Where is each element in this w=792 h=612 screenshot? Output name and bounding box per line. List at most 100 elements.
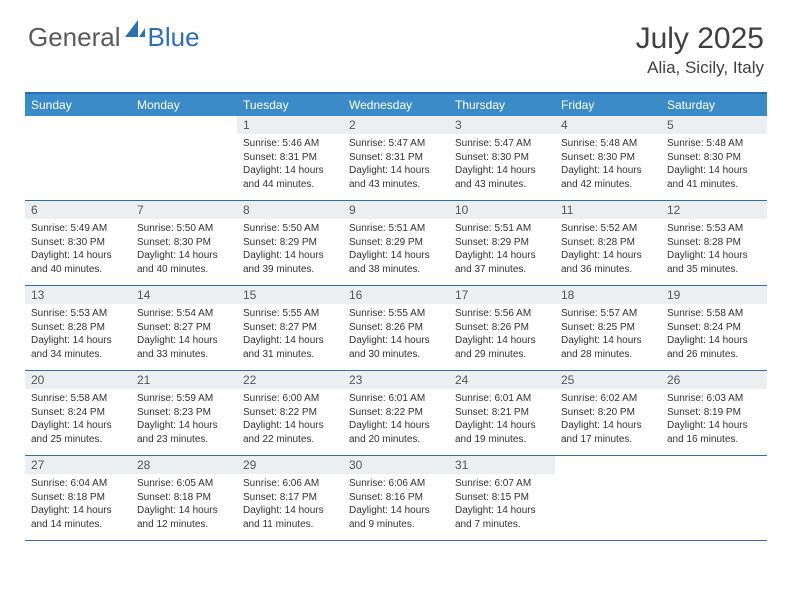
- daylight-text: Daylight: 14 hours and 30 minutes.: [349, 334, 443, 361]
- sunrise-text: Sunrise: 5:47 AM: [455, 137, 549, 151]
- sunrise-text: Sunrise: 6:05 AM: [137, 477, 231, 491]
- sunset-text: Sunset: 8:18 PM: [31, 491, 125, 505]
- day-header: Wednesday: [343, 94, 449, 116]
- sunset-text: Sunset: 8:19 PM: [667, 406, 761, 420]
- daylight-text: Daylight: 14 hours and 42 minutes.: [561, 164, 655, 191]
- sunset-text: Sunset: 8:25 PM: [561, 321, 655, 335]
- day-number: 23: [343, 371, 449, 389]
- daylight-text: Daylight: 14 hours and 7 minutes.: [455, 504, 549, 531]
- day-details: Sunrise: 5:47 AMSunset: 8:30 PMDaylight:…: [449, 134, 555, 195]
- calendar-cell: 7Sunrise: 5:50 AMSunset: 8:30 PMDaylight…: [131, 201, 237, 285]
- day-details: Sunrise: 5:50 AMSunset: 8:29 PMDaylight:…: [237, 219, 343, 280]
- sunset-text: Sunset: 8:30 PM: [455, 151, 549, 165]
- day-number: 11: [555, 201, 661, 219]
- day-header: Thursday: [449, 94, 555, 116]
- daylight-text: Daylight: 14 hours and 20 minutes.: [349, 419, 443, 446]
- day-number: [25, 116, 131, 120]
- sunrise-text: Sunrise: 5:55 AM: [243, 307, 337, 321]
- day-details: Sunrise: 6:01 AMSunset: 8:21 PMDaylight:…: [449, 389, 555, 450]
- logo-sail-icon: [125, 20, 145, 43]
- day-details: Sunrise: 5:50 AMSunset: 8:30 PMDaylight:…: [131, 219, 237, 280]
- sunset-text: Sunset: 8:27 PM: [243, 321, 337, 335]
- sunrise-text: Sunrise: 5:46 AM: [243, 137, 337, 151]
- day-details: Sunrise: 6:01 AMSunset: 8:22 PMDaylight:…: [343, 389, 449, 450]
- day-number: [555, 456, 661, 460]
- day-details: Sunrise: 6:07 AMSunset: 8:15 PMDaylight:…: [449, 474, 555, 535]
- calendar-cell: 5Sunrise: 5:48 AMSunset: 8:30 PMDaylight…: [661, 116, 767, 200]
- calendar-cell: 18Sunrise: 5:57 AMSunset: 8:25 PMDayligh…: [555, 286, 661, 370]
- daylight-text: Daylight: 14 hours and 22 minutes.: [243, 419, 337, 446]
- sunrise-text: Sunrise: 5:53 AM: [31, 307, 125, 321]
- week-row: 6Sunrise: 5:49 AMSunset: 8:30 PMDaylight…: [25, 201, 767, 286]
- sunrise-text: Sunrise: 5:47 AM: [349, 137, 443, 151]
- calendar: SundayMondayTuesdayWednesdayThursdayFrid…: [25, 92, 767, 541]
- day-header: Friday: [555, 94, 661, 116]
- sunrise-text: Sunrise: 5:54 AM: [137, 307, 231, 321]
- day-details: Sunrise: 5:57 AMSunset: 8:25 PMDaylight:…: [555, 304, 661, 365]
- calendar-cell: 17Sunrise: 5:56 AMSunset: 8:26 PMDayligh…: [449, 286, 555, 370]
- day-details: Sunrise: 5:59 AMSunset: 8:23 PMDaylight:…: [131, 389, 237, 450]
- daylight-text: Daylight: 14 hours and 25 minutes.: [31, 419, 125, 446]
- sunset-text: Sunset: 8:31 PM: [349, 151, 443, 165]
- day-number: 28: [131, 456, 237, 474]
- sunrise-text: Sunrise: 5:55 AM: [349, 307, 443, 321]
- day-number: 4: [555, 116, 661, 134]
- calendar-cell: [25, 116, 131, 200]
- week-row: 1 Sunrise: 5:46 AM Sunset: 8:31 PM Daylight…: [25, 116, 767, 201]
- sunset-text: Sunset: 8:18 PM: [137, 491, 231, 505]
- daylight-text: Daylight: 14 hours and 17 minutes.: [561, 419, 655, 446]
- day-number: 13: [25, 286, 131, 304]
- day-number: 25: [555, 371, 661, 389]
- daylight-text: Daylight: 14 hours and 38 minutes.: [349, 249, 443, 276]
- day-details: Sunrise: 6:02 AMSunset: 8:20 PMDaylight:…: [555, 389, 661, 450]
- week-row: 20Sunrise: 5:58 AMSunset: 8:24 PMDayligh…: [25, 371, 767, 456]
- day-header: Saturday: [661, 94, 767, 116]
- calendar-cell: 24Sunrise: 6:01 AMSunset: 8:21 PMDayligh…: [449, 371, 555, 455]
- sunrise-text: Sunrise: 6:06 AM: [243, 477, 337, 491]
- sunset-text: Sunset: 8:27 PM: [137, 321, 231, 335]
- calendar-cell: 21Sunrise: 5:59 AMSunset: 8:23 PMDayligh…: [131, 371, 237, 455]
- daylight-text: Daylight: 14 hours and 11 minutes.: [243, 504, 337, 531]
- sunrise-text: Sunrise: 5:48 AM: [561, 137, 655, 151]
- daylight-text: Daylight: 14 hours and 14 minutes.: [31, 504, 125, 531]
- day-number: 1: [237, 116, 343, 134]
- daylight-text: Daylight: 14 hours and 44 minutes.: [243, 164, 337, 191]
- calendar-cell: 19Sunrise: 5:58 AMSunset: 8:24 PMDayligh…: [661, 286, 767, 370]
- daylight-text: Daylight: 14 hours and 12 minutes.: [137, 504, 231, 531]
- sunset-text: Sunset: 8:21 PM: [455, 406, 549, 420]
- calendar-cell: 9Sunrise: 5:51 AMSunset: 8:29 PMDaylight…: [343, 201, 449, 285]
- day-number: 21: [131, 371, 237, 389]
- day-number: 10: [449, 201, 555, 219]
- sunrise-text: Sunrise: 5:49 AM: [31, 222, 125, 236]
- sunrise-text: Sunrise: 6:03 AM: [667, 392, 761, 406]
- logo-text-blue: Blue: [148, 22, 200, 53]
- logo: General Blue: [28, 22, 200, 53]
- day-number: 26: [661, 371, 767, 389]
- sunset-text: Sunset: 8:17 PM: [243, 491, 337, 505]
- calendar-cell: [661, 456, 767, 540]
- day-number: 20: [25, 371, 131, 389]
- day-details: Sunrise: 5:58 AMSunset: 8:24 PMDaylight:…: [661, 304, 767, 365]
- sunset-text: Sunset: 8:30 PM: [137, 236, 231, 250]
- calendar-cell: 16Sunrise: 5:55 AMSunset: 8:26 PMDayligh…: [343, 286, 449, 370]
- day-number: 9: [343, 201, 449, 219]
- sunset-text: Sunset: 8:24 PM: [31, 406, 125, 420]
- calendar-cell: 31Sunrise: 6:07 AMSunset: 8:15 PMDayligh…: [449, 456, 555, 540]
- day-details: Sunrise: 5:51 AMSunset: 8:29 PMDaylight:…: [449, 219, 555, 280]
- sunrise-text: Sunrise: 5:51 AM: [349, 222, 443, 236]
- daylight-text: Daylight: 14 hours and 39 minutes.: [243, 249, 337, 276]
- sunset-text: Sunset: 8:22 PM: [349, 406, 443, 420]
- day-number: 19: [661, 286, 767, 304]
- sunrise-text: Sunrise: 5:59 AM: [137, 392, 231, 406]
- sunset-text: Sunset: 8:28 PM: [667, 236, 761, 250]
- day-number: 15: [237, 286, 343, 304]
- daylight-text: Daylight: 14 hours and 34 minutes.: [31, 334, 125, 361]
- day-details: Sunrise: 5:56 AMSunset: 8:26 PMDaylight:…: [449, 304, 555, 365]
- day-details: Sunrise: 6:00 AMSunset: 8:22 PMDaylight:…: [237, 389, 343, 450]
- sunrise-text: Sunrise: 6:07 AM: [455, 477, 549, 491]
- sunset-text: Sunset: 8:20 PM: [561, 406, 655, 420]
- sunrise-text: Sunrise: 6:00 AM: [243, 392, 337, 406]
- sunrise-text: Sunrise: 5:53 AM: [667, 222, 761, 236]
- day-number: [131, 116, 237, 120]
- sunset-text: Sunset: 8:24 PM: [667, 321, 761, 335]
